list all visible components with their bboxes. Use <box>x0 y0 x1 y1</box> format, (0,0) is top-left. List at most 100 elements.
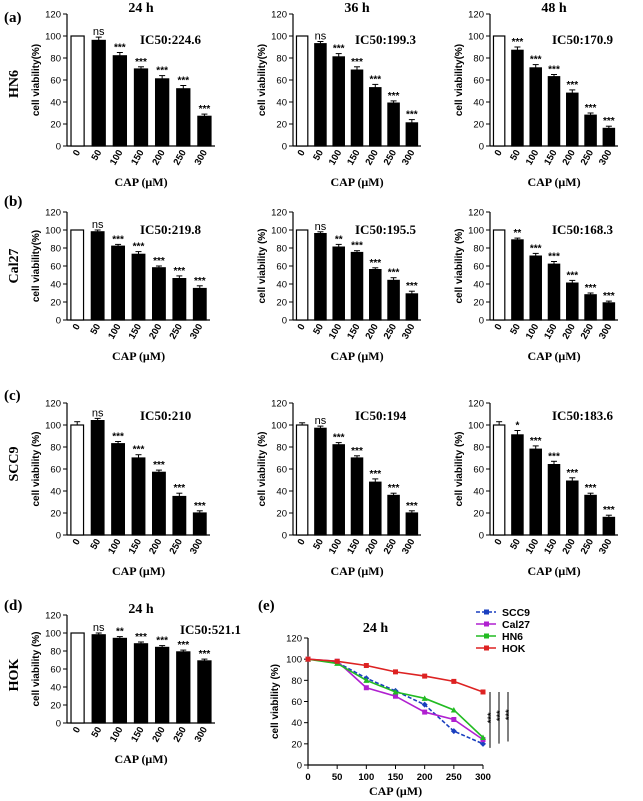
bar <box>584 114 597 147</box>
y-tick-label: 0 <box>479 142 484 153</box>
legend-marker <box>484 621 489 627</box>
y-tick-label: 40 <box>50 280 61 291</box>
x-tick-label: 100 <box>108 725 125 744</box>
bar <box>314 233 327 321</box>
y-tick-label: 60 <box>276 76 287 87</box>
y-tick-label: 40 <box>276 280 287 291</box>
y-tick-label: 120 <box>271 399 287 410</box>
significance-label: *** <box>177 640 189 651</box>
significance-label: *** <box>388 91 400 102</box>
significance-label: *** <box>495 710 505 721</box>
ic50-label: IC50:224.6 <box>140 32 202 47</box>
legend-label: HN6 <box>502 631 523 643</box>
significance-label: *** <box>548 252 560 263</box>
y-tick-label: 0 <box>56 719 61 730</box>
bar <box>602 516 616 536</box>
bar <box>314 43 327 147</box>
y-tick-label: 100 <box>45 32 61 43</box>
y-tick-label: 20 <box>276 509 287 520</box>
bar <box>70 632 85 724</box>
bar <box>131 457 146 536</box>
data-point <box>393 693 398 699</box>
y-tick-label: 80 <box>50 54 61 65</box>
x-axis-label: CAP (μM) <box>112 564 165 578</box>
y-axis-label: cell viability (%) <box>257 228 268 303</box>
y-tick-label: 40 <box>276 487 287 498</box>
data-point <box>422 673 428 679</box>
significance-label: *** <box>406 110 418 121</box>
x-axis-label: CAP (μM) <box>527 175 580 189</box>
x-tick-label: 300 <box>193 148 210 167</box>
bar <box>602 302 616 321</box>
y-tick-label: 60 <box>473 465 484 476</box>
significance-label: *** <box>566 468 578 479</box>
panel-label-b: (b) <box>4 194 22 210</box>
significance-label: *** <box>199 104 211 115</box>
bar <box>197 660 212 724</box>
bar <box>111 443 126 536</box>
significance-label: *** <box>585 103 597 114</box>
significance-label: ns <box>315 221 327 233</box>
y-tick-label: 40 <box>50 98 61 109</box>
bar <box>154 646 170 724</box>
bar <box>405 122 419 147</box>
significance-label: * <box>515 421 519 432</box>
ic50-label: IC50:168.3 <box>552 222 614 237</box>
significance-label: *** <box>112 432 124 443</box>
bar <box>332 56 345 147</box>
x-tick-label: 50 <box>508 322 523 337</box>
series-line <box>307 658 484 693</box>
significance-label: *** <box>548 65 560 76</box>
panel-label-c: (c) <box>4 388 21 404</box>
bar <box>295 229 309 321</box>
x-axis-label: CAP (μM) <box>330 175 383 189</box>
significance-label: *** <box>112 234 124 245</box>
x-tick-label: 0 <box>305 772 310 783</box>
y-axis-label: cell viability(%) <box>31 230 42 302</box>
y-tick-label: 100 <box>271 226 287 237</box>
y-tick-label: 80 <box>473 244 484 255</box>
significance-label: *** <box>406 501 418 512</box>
y-tick-label: 120 <box>45 208 61 219</box>
bar <box>547 464 561 536</box>
x-tick-label: 100 <box>106 537 123 556</box>
x-tick-label: 250 <box>579 148 596 167</box>
significance-label: *** <box>194 501 206 512</box>
significance-label: ** <box>116 627 124 638</box>
ic50-label: IC50:183.6 <box>552 408 614 423</box>
bar <box>90 231 105 321</box>
panel-label-d: (d) <box>4 598 22 614</box>
y-tick-label: 40 <box>473 280 484 291</box>
x-tick-label: 150 <box>345 537 362 556</box>
bar <box>529 255 542 321</box>
series-cal27: Cal27 <box>305 619 530 743</box>
x-axis-label: CAP (μM) <box>114 175 167 189</box>
bar-chart-7: 0 20 40 60 80 100 120 cell viability (%) 0 ns 50 **… <box>31 399 210 578</box>
data-point <box>363 663 369 669</box>
x-tick-label: 250 <box>382 148 399 167</box>
bar <box>70 229 85 321</box>
y-tick-label: 20 <box>50 701 61 712</box>
significance-label: *** <box>603 505 615 516</box>
y-axis-label: cell viability (%) <box>31 431 42 506</box>
x-tick-label: 250 <box>171 725 188 744</box>
x-tick-label: 150 <box>129 725 146 744</box>
significance-label: *** <box>512 37 524 48</box>
y-tick-label: 80 <box>50 443 61 454</box>
significance-label: *** <box>174 483 186 494</box>
y-tick-label: 120 <box>45 399 61 410</box>
significance-label: *** <box>369 258 381 269</box>
y-tick-label: 120 <box>468 399 484 410</box>
bar <box>387 279 400 321</box>
y-tick-label: 120 <box>45 611 61 622</box>
ic50-label: IC50:219.8 <box>140 222 202 237</box>
significance-label: *** <box>603 116 615 127</box>
bar <box>172 278 187 321</box>
bar <box>350 457 364 536</box>
y-tick-label: 60 <box>276 465 287 476</box>
x-tick-label: 100 <box>327 148 344 167</box>
y-axis-label: cell viability (%) <box>454 228 465 303</box>
y-tick-label: 100 <box>468 32 484 43</box>
